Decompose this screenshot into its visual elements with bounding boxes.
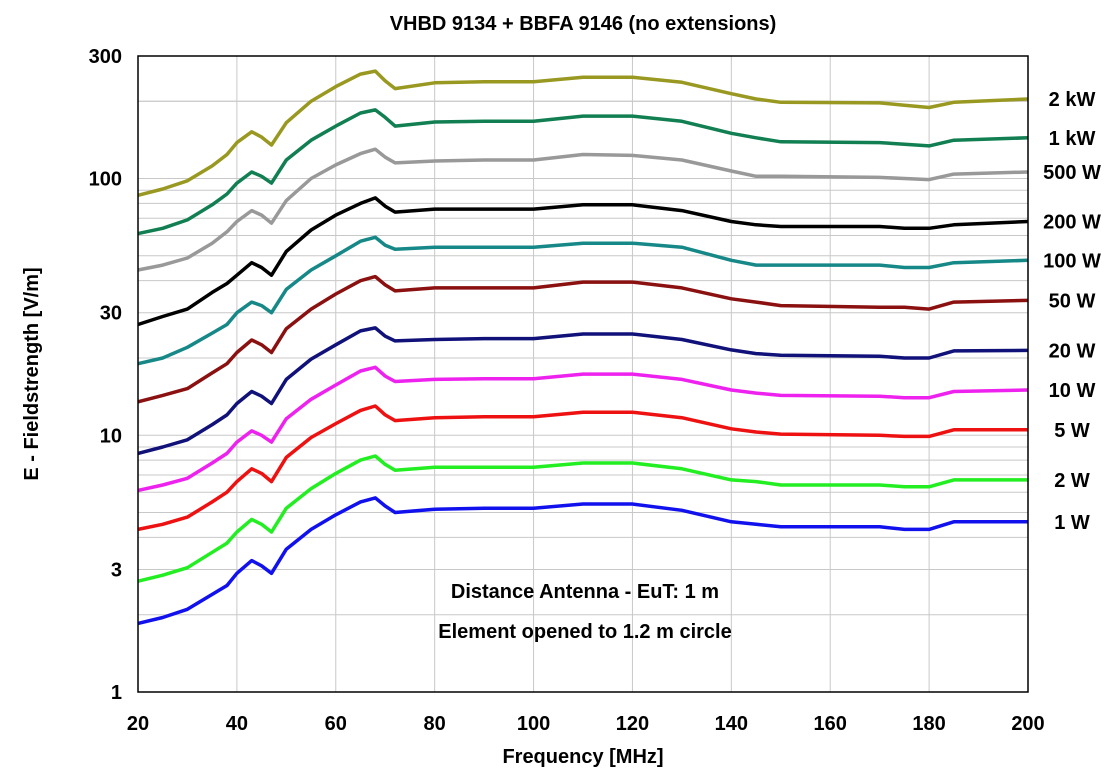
series-line [137, 108, 1029, 236]
series-line [137, 147, 1029, 272]
annotation-element: Element opened to 1.2 m circle [438, 621, 731, 643]
x-tick-label: 140 [715, 713, 748, 735]
x-axis-label: Frequency [MHz] [502, 746, 663, 768]
series-label: 10 W [1049, 380, 1096, 402]
y-tick-label: 300 [89, 46, 122, 68]
y-tick-label: 100 [89, 169, 122, 191]
series-line [137, 274, 1029, 404]
series-line [137, 326, 1029, 456]
series-label: 50 W [1049, 290, 1096, 312]
y-tick-labels: 1 3 10 30 100 300 [89, 46, 122, 704]
series-labels: 2 kW 1 kW 500 W 200 W 100 W 50 W 20 W 10 W 5 W 2 … [1043, 89, 1101, 534]
series-label: 500 W [1043, 162, 1101, 184]
y-tick-label: 10 [100, 425, 122, 447]
x-tick-label: 20 [127, 713, 149, 735]
x-tick-label: 120 [616, 713, 649, 735]
series-label: 5 W [1054, 420, 1090, 442]
x-tick-label: 160 [814, 713, 847, 735]
series-label: 1 W [1054, 512, 1090, 534]
series-line [137, 496, 1028, 626]
series-label: 2 kW [1049, 89, 1096, 111]
x-tick-label: 80 [424, 713, 446, 735]
x-tick-labels: 20 40 60 80 100 120 140 160 180 200 [127, 713, 1045, 735]
series-lines [137, 69, 1029, 626]
series-label: 100 W [1043, 250, 1101, 272]
x-tick-label: 200 [1011, 713, 1044, 735]
x-tick-label: 60 [325, 713, 347, 735]
series-line [137, 235, 1029, 366]
plot-frame [137, 55, 1029, 693]
series-label: 1 kW [1049, 128, 1096, 150]
y-tick-label: 3 [111, 559, 122, 581]
annotation-distance: Distance Antenna - EuT: 1 m [451, 581, 719, 603]
y-tick-label: 1 [111, 682, 122, 704]
y-tick-label: 30 [100, 303, 122, 325]
series-label: 20 W [1049, 340, 1096, 362]
series-label: 2 W [1054, 470, 1090, 492]
x-tick-label: 180 [912, 713, 945, 735]
series-line [137, 69, 1029, 197]
series-label: 200 W [1043, 212, 1101, 234]
y-axis-label: E - Fieldstrength [V/m] [21, 267, 43, 480]
x-tick-label: 100 [517, 713, 550, 735]
series-line [137, 404, 1028, 532]
chart-title: VHBD 9134 + BBFA 9146 (no extensions) [390, 13, 777, 35]
series-line [137, 365, 1029, 493]
series-line [137, 454, 1028, 583]
x-tick-label: 40 [226, 713, 248, 735]
series-line [137, 196, 1029, 327]
